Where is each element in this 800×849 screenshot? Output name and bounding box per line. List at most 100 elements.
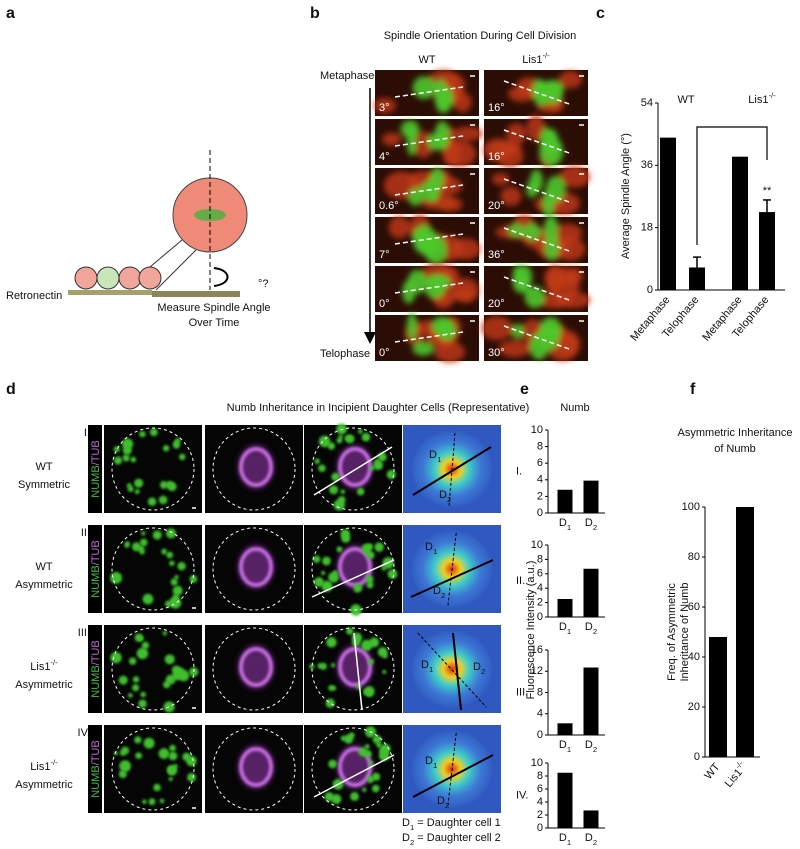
green-signal [435,93,452,114]
numb-signal [336,437,343,444]
numb-signal [373,460,384,471]
row-numeral: I. [84,427,90,439]
bar [583,810,599,828]
stain-part: NUMB [90,565,102,597]
stain-strip [88,725,102,813]
spindle-axis [394,184,464,196]
numb-signal [330,663,336,668]
numb-signal [169,560,175,567]
red-signal [488,141,522,154]
y-tick-label: 0 [537,611,543,623]
bar [583,667,599,735]
red-signal [555,291,591,309]
column-label-part: -/- [542,51,550,60]
cell-outline [212,627,296,711]
numb-signal [174,574,179,580]
x-tick-label-part: D [585,621,593,633]
cell-outline [111,527,195,611]
legend-text-part: = Daughter cell 2 [414,832,501,844]
numb-signal [163,701,175,713]
micrograph-signal [507,70,583,114]
numb-signal [366,775,375,783]
red-signal [545,265,564,293]
green-signal [437,319,457,341]
numb-signal [139,549,145,555]
green-signal [412,76,436,100]
angle-label: 30° [488,347,505,359]
numb-signal [368,760,374,766]
numb-signal [153,783,161,792]
numb-signal [329,485,339,495]
numb-signal [182,752,191,762]
x-tick-label: D1 [559,832,571,847]
group-label-part: Lis1 [748,94,768,106]
numb-signal [350,791,359,801]
bar [557,723,573,735]
y-axis-label: Fluorescence Intensity (a.u.) [525,561,537,700]
numb-signal [143,737,155,749]
red-signal [453,92,472,113]
panel-letter: e [520,381,529,398]
green-signal [406,127,417,157]
numb-signal [168,751,178,761]
group-label: Lis1-/- [748,91,776,106]
numb-signal [165,481,174,489]
numb-signal [366,581,374,589]
stain-part: NUMB [90,665,102,697]
panel-letter: a [6,5,15,22]
numb-signal [382,669,387,674]
numb-signal [121,438,134,450]
y-tick-label: 100 [682,501,700,513]
measure-label: Measure Spindle Angle [157,302,270,314]
row-genotype-part: -/- [50,758,58,767]
numb-signal [152,530,162,540]
division-line [353,632,363,711]
x-tick-label: D2 [585,739,597,754]
red-signal [526,114,545,142]
stain-label: NUMB/TUB [90,640,102,697]
cell-label-part: 1 [433,761,437,770]
numb-signal [341,533,351,543]
x-tick-label: D1 [559,739,571,754]
row-pattern: Asymmetric [15,679,73,691]
numb-signal [368,658,375,665]
row-genotype: Lis1-/- [30,758,58,773]
green-signal [407,312,418,341]
numb-signal [142,593,154,605]
cell-label-part: D [425,541,433,553]
angle-label: 3° [379,102,390,114]
numb-signal [169,744,176,752]
tubulin-signal [238,645,274,689]
numb-signal [132,684,140,692]
red-signal [481,316,513,341]
y-tick-label: 4 [537,474,543,486]
y-tick-label: 36 [641,159,653,171]
schematic [68,150,248,297]
angle-label: 0° [379,298,390,310]
numb-signal [376,742,382,748]
y-tick-label: 6 [537,568,543,580]
y-tick-label: 8 [537,441,543,453]
numb-signal [167,766,177,776]
stain-label: NUMB/TUB [90,540,102,597]
panel-letter: d [6,381,16,398]
panel-title: Numb [560,402,589,414]
green-signal [511,323,525,339]
chart-numeral: III. [516,686,528,698]
numb-signal [113,456,123,465]
numb-signal [367,691,373,697]
numb-signal [110,572,123,584]
numb-signal [357,429,363,434]
spindle-axis [394,331,464,343]
numb-signal [345,434,355,444]
numb-signal [319,662,327,670]
numb-signal [380,743,391,754]
numb-signal [189,575,198,583]
legend-text-part: 2 [410,838,414,847]
numb-signal [361,639,373,652]
stain-strip [88,525,102,613]
x-tick-label: D2 [585,832,597,847]
numb-signal [118,770,127,779]
numb-signal [148,798,156,806]
